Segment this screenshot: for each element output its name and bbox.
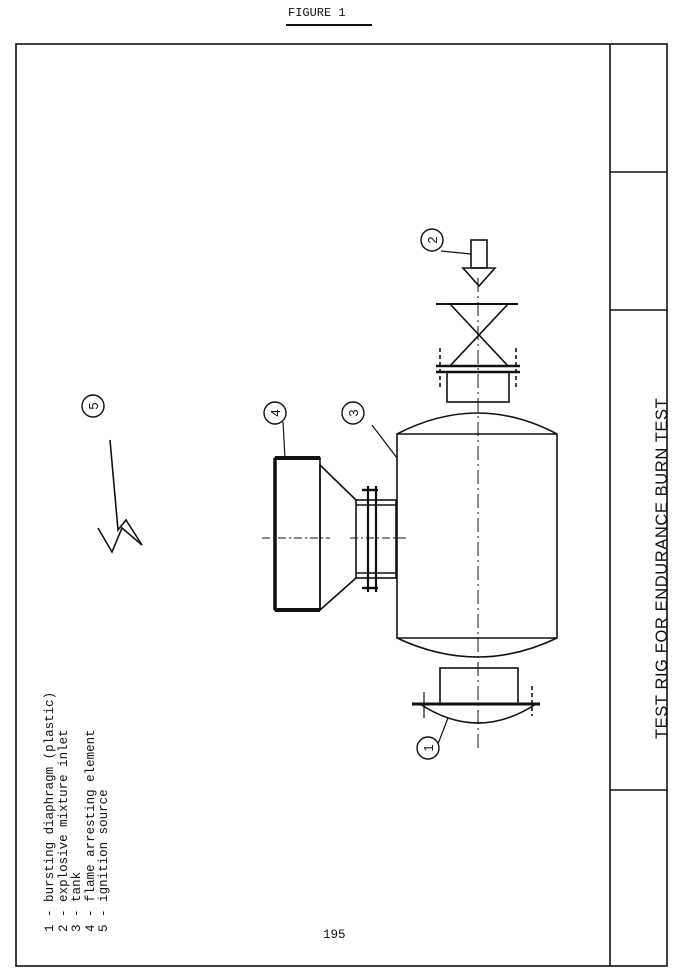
legend-item: 4 - flame arresting element (83, 729, 98, 932)
callout-4-label: 4 (268, 409, 283, 416)
side-branch (350, 486, 406, 592)
leader-line (440, 250, 472, 255)
callout-5-label: 5 (86, 402, 101, 409)
callout-2 (420, 228, 444, 252)
legend-item: 5 - ignition source (97, 789, 112, 932)
inlet-arrow (461, 239, 497, 288)
inlet-valve (436, 303, 518, 367)
flame-arresting-element (262, 456, 330, 612)
legend-item: 3 - tank (70, 871, 85, 932)
callout-2-label: 2 (425, 236, 440, 243)
callout-3 (341, 401, 365, 425)
callout-5 (81, 394, 105, 418)
drawing-frame (15, 43, 668, 967)
callout-1-label: 1 (421, 744, 436, 751)
callout-1 (416, 736, 440, 760)
legend-item: 2 - explosive mixture inlet (56, 729, 71, 932)
figure-label-underline (286, 24, 372, 26)
drawing-title: TEST RIG FOR ENDURANCE BURN TEST (653, 397, 671, 739)
leader-line (371, 424, 398, 459)
page-number: 195 (323, 928, 346, 942)
tank (396, 412, 558, 658)
ignition-spark-icon (97, 439, 143, 554)
leader-line (282, 421, 286, 459)
figure-label: FIGURE 1 (288, 6, 346, 20)
bursting-diaphragm (412, 667, 540, 724)
legend: 1 - bursting diaphragm (plastic) 2 - exp… (43, 652, 126, 932)
legend-item: 1 - bursting diaphragm (plastic) (43, 691, 57, 932)
callout-4 (263, 401, 287, 425)
callout-3-label: 3 (346, 409, 361, 416)
